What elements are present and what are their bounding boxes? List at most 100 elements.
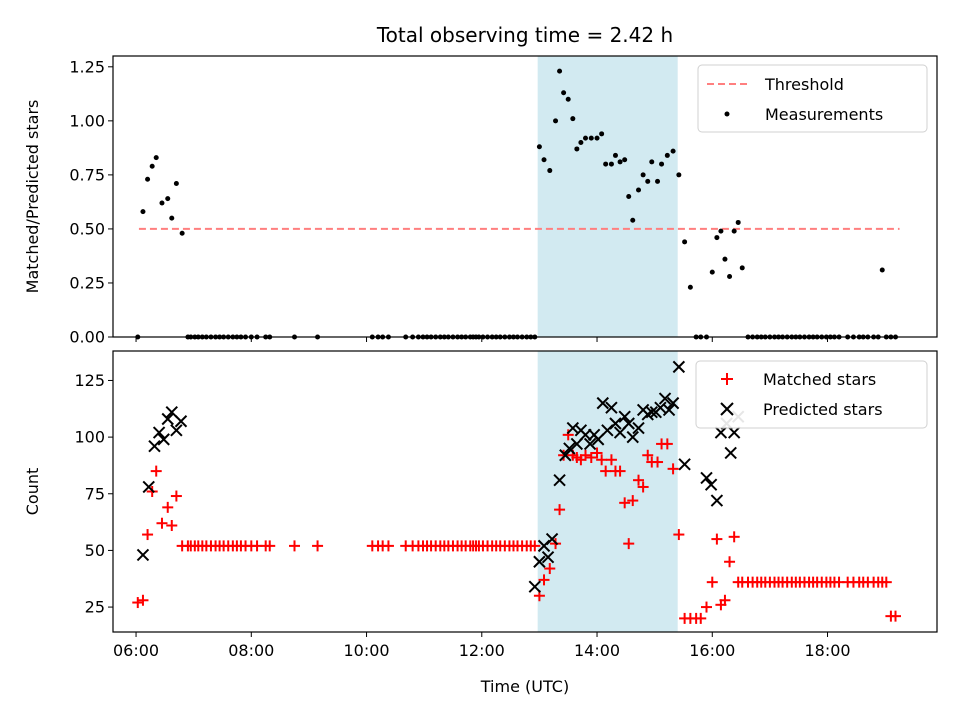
measurements-point [603,161,609,167]
predicted-stars-point [626,430,639,444]
predicted-stars-point [559,449,572,462]
measurements-point [636,187,642,193]
predicted-stars-point [672,360,686,374]
predicted-stars-point [170,424,183,437]
chart-title: Total observing time = 2.42 h [376,23,673,47]
matched-stars-point [711,533,723,545]
predicted-stars-point [605,401,618,414]
measurements-point [640,172,646,178]
matched-stars-point [132,597,144,609]
matched-stars-point [627,495,639,507]
matched-stars-point [695,612,707,624]
measurements-point [739,265,745,271]
measurements-point [140,209,146,215]
measurements-point [676,172,682,178]
legend-predicted-label: Predicted stars [763,400,883,419]
predicted-stars-point [658,392,672,405]
measurements-point [159,200,165,206]
measurements-point [149,163,155,169]
measurements-point [655,178,661,184]
y-tick-label: 75 [85,484,105,503]
predicted-stars-point [666,396,680,410]
measurements-point [727,273,733,279]
matched-stars-point [554,504,566,516]
matched-stars-point [562,429,574,441]
measurements-point [561,90,567,96]
y-tick-label: 125 [74,371,105,390]
x-tick-label: 10:00 [343,641,389,660]
matched-stars-point [538,574,550,586]
legend-threshold-label: Threshold [764,75,844,94]
measurements-point [709,269,715,275]
measurements-point [588,135,594,141]
measurements-point [659,161,665,167]
matched-stars-point [642,449,654,461]
measurements-point [153,155,159,161]
x-tick-label: 08:00 [228,641,274,660]
measurements-point [718,228,724,234]
measurements-point [536,144,542,150]
x-axis-label: Time (UTC) [480,677,569,696]
measurements-point [664,152,670,158]
measurements-point [583,135,589,141]
predicted-stars-point [678,458,691,471]
predicted-stars-point [152,426,166,439]
matched-stars-point [706,576,718,588]
matched-stars-point [623,538,635,550]
x-tick-label: 12:00 [459,641,505,660]
predicted-stars-point [583,437,597,451]
measurements-point [541,157,547,163]
matched-stars-point [596,454,608,466]
matched-stars-point [667,463,679,475]
matched-stars-point [724,556,736,568]
matched-stars-point [529,540,541,552]
measurements-point [179,230,185,236]
measurements-point [565,96,571,102]
matched-stars-point [142,529,154,541]
measurements-point [626,194,632,199]
measurements-point [570,116,576,122]
matched-stars-point [728,531,740,543]
y-tick-label: 0.50 [69,219,105,238]
measurements-point [649,159,655,165]
measurements-point [608,161,614,167]
predicted-stars-point [700,471,713,485]
predicted-stars-point [727,426,741,439]
predicted-stars-point [545,532,559,546]
measurements-point [879,267,885,273]
legend-measurements-swatch [724,111,730,117]
y-tick-label: 100 [74,428,105,447]
matched-stars-point [701,601,713,613]
predicted-stars-point [136,548,150,562]
matched-stars-point [661,438,673,450]
measurements-point [645,178,651,184]
matched-stars-point [312,540,324,552]
matched-stars-point [673,529,685,541]
legend-bottom: Matched stars Predicted stars [695,360,928,429]
measurements-point [682,239,688,245]
matched-stars-point [619,497,631,509]
predicted-stars-point [553,473,566,487]
measurements-point [169,215,175,221]
matched-stars-point [719,594,731,606]
y-tick-label: 25 [85,598,105,617]
matched-stars-point [633,474,645,486]
legend-measurements-label: Measurements [765,105,883,124]
measurements-point [670,148,676,154]
predicted-stars-point [528,580,542,593]
measurements-point [547,168,553,174]
matched-stars-point [544,563,556,575]
predicted-stars-point [622,417,635,430]
predicted-stars-point [596,396,609,410]
legend-matched-label: Matched stars [763,370,876,389]
measurements-point [612,152,618,158]
predicted-stars-point [161,412,174,426]
measurements-point [731,228,737,234]
measurements-point [578,139,584,145]
matched-stars-point [637,481,649,493]
matched-stars-point [652,456,664,468]
predicted-stars-point [541,551,555,564]
predicted-stars-point [632,421,645,435]
measurements-point [145,176,151,182]
